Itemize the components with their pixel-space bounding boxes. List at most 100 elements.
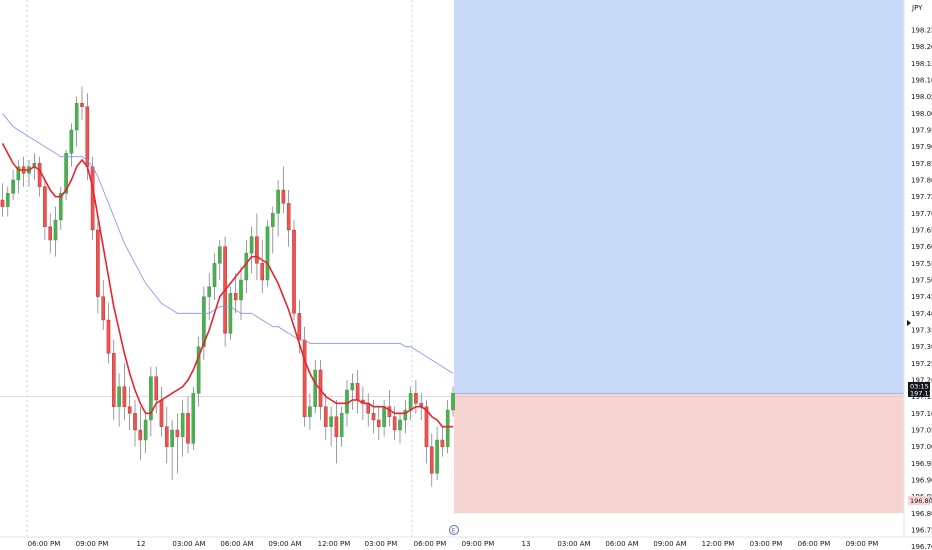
x-tick-label: 06:00 AM: [605, 540, 638, 548]
y-tick-label: 197.950: [911, 127, 932, 135]
x-tick-label: 03:00 PM: [750, 540, 783, 548]
y-tick-label: 197.200: [911, 377, 932, 385]
candle-up: [451, 393, 455, 411]
y-tick-label: 198.100: [911, 77, 932, 85]
x-tick-label: 09:00 AM: [268, 540, 301, 548]
candle-up: [202, 296, 206, 347]
x-tick-label: 09:00 PM: [462, 540, 495, 548]
candle: [11, 170, 15, 200]
candle: [302, 326, 307, 427]
candle: [111, 340, 116, 420]
candle-down: [175, 429, 180, 437]
currency-label: JPY: [911, 4, 923, 12]
x-tick-label: 06:00 PM: [28, 540, 61, 548]
x-tick-label: 03:00 PM: [365, 540, 398, 548]
candle-down: [122, 386, 127, 407]
candle: [440, 426, 445, 457]
y-tick-label: 197.000: [911, 443, 932, 451]
candle-down: [281, 189, 286, 204]
candle: [255, 213, 259, 280]
svg-text:03:15: 03:15: [910, 383, 929, 391]
candle-down: [324, 406, 328, 427]
candle-down: [111, 353, 116, 407]
candle-up: [196, 346, 201, 394]
candle: [239, 266, 243, 320]
candle-down: [85, 106, 90, 167]
y-tick-label: 196.800: [911, 510, 932, 518]
x-tick-label: 12: [137, 540, 146, 548]
candle-up: [313, 369, 318, 407]
y-tick-label: 197.100: [911, 410, 932, 418]
candle: [143, 413, 148, 454]
candle: [350, 373, 355, 410]
y-tick-label: 198.050: [911, 93, 932, 101]
y-tick-label: 197.900: [911, 143, 932, 151]
candle: [228, 286, 233, 340]
candle-up: [345, 389, 349, 414]
candle: [196, 336, 201, 407]
candle: [43, 180, 47, 240]
candle-up: [398, 419, 402, 431]
candle: [371, 400, 376, 434]
candle-up: [212, 263, 217, 287]
y-tick-label: 196.750: [911, 527, 932, 535]
x-tick-label: 09:00 PM: [846, 540, 879, 548]
candle-down: [302, 339, 307, 417]
candle: [191, 386, 196, 450]
candle-down: [334, 416, 339, 437]
candle: [170, 420, 174, 480]
x-tick-label: 12:00 PM: [318, 540, 351, 548]
candle: [133, 400, 137, 447]
candle: [16, 160, 21, 194]
y-tick-label: 198.200: [911, 43, 932, 51]
candle-up: [16, 166, 21, 181]
candle-up: [117, 386, 121, 407]
y-tick-label: 197.300: [911, 343, 932, 351]
candle-down: [80, 103, 84, 107]
candle-down: [430, 446, 434, 474]
candle-down: [233, 293, 238, 301]
candle-up: [69, 129, 74, 154]
y-tick-label: 197.800: [911, 177, 932, 185]
candle-down: [260, 263, 265, 281]
x-axis[interactable]: 06:00 PM 09:00 PM 12 03:00 AM 06:00 AM 09:00 …: [28, 540, 879, 548]
candle-up: [149, 376, 153, 421]
event-marker-icon[interactable]: [449, 525, 459, 535]
candle: [308, 393, 312, 430]
candle-up: [64, 153, 68, 194]
candle-down: [377, 419, 381, 427]
candle: [101, 280, 105, 330]
candles: [0, 86, 455, 487]
candle-up: [445, 409, 450, 447]
x-tick-label: 03:00 AM: [557, 540, 590, 548]
candle: [5, 186, 10, 217]
candle: [260, 240, 265, 294]
event-marker[interactable]: E: [449, 525, 459, 535]
candle-down: [292, 229, 296, 314]
candle: [217, 240, 222, 280]
y-tick-label: 197.650: [911, 227, 932, 235]
candle-up: [53, 219, 58, 241]
target-zone[interactable]: [454, 0, 904, 394]
x-tick-label: 12:00 PM: [702, 540, 735, 548]
candle-down: [286, 203, 291, 231]
candle-up: [5, 193, 10, 207]
candle-up: [11, 179, 15, 194]
candle: [324, 393, 328, 440]
stop-zone[interactable]: [454, 393, 904, 514]
y-tick-label: 197.500: [911, 277, 932, 285]
candle-down: [48, 226, 52, 241]
candle-up: [244, 253, 249, 281]
candle: [292, 220, 296, 320]
x-tick-label: 09:00 PM: [76, 540, 109, 548]
candle-down: [297, 313, 302, 341]
candle-up: [276, 189, 280, 214]
y-tick-label: 198.000: [911, 110, 932, 118]
candle: [164, 406, 169, 464]
candle-down: [186, 413, 190, 444]
candle: [430, 433, 434, 487]
candle: [286, 190, 291, 247]
candle: [334, 400, 339, 464]
candle: [435, 426, 439, 480]
